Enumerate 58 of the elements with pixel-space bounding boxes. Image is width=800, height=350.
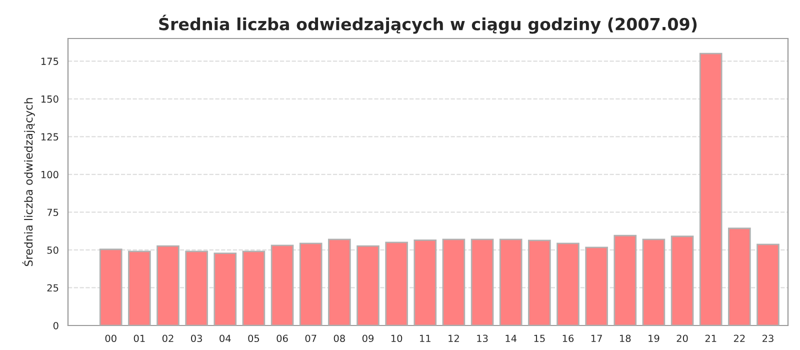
bar — [356, 245, 380, 326]
bar — [385, 242, 408, 326]
x-tick-label: 10 — [391, 334, 402, 342]
bar — [670, 236, 694, 326]
x-tick-label: 16 — [562, 334, 574, 342]
bar — [756, 244, 780, 326]
bar — [614, 234, 637, 326]
x-tick-label: 03 — [191, 334, 202, 342]
bar — [585, 246, 608, 326]
x-tick-label: 21 — [705, 334, 716, 342]
y-tick-label: 50 — [47, 246, 58, 254]
x-tick-label: 05 — [248, 334, 260, 342]
bar — [214, 252, 237, 326]
bar — [156, 245, 180, 326]
x-tick-label: 07 — [305, 334, 316, 342]
x-tick-label: 06 — [276, 334, 288, 342]
x-tick-label: 17 — [591, 334, 602, 342]
x-tick-label: 14 — [506, 334, 516, 342]
x-tick-label: 19 — [648, 334, 660, 342]
x-tick-label: 01 — [134, 334, 145, 342]
bar — [728, 228, 751, 326]
bar — [499, 238, 522, 326]
bar — [642, 238, 666, 326]
bar — [699, 52, 722, 326]
bar — [242, 250, 266, 326]
x-tick-label: 04 — [220, 334, 231, 342]
x-tick-label: 02 — [162, 334, 174, 342]
bar — [414, 239, 437, 326]
x-tick-label: 08 — [334, 334, 345, 342]
x-tick-label: 15 — [534, 334, 545, 342]
x-tick-label: 23 — [762, 334, 774, 342]
bar — [556, 242, 580, 326]
bar — [185, 250, 208, 326]
x-tick-label: 12 — [448, 334, 459, 342]
x-tick-label: 20 — [676, 334, 688, 342]
x-tick-label: 09 — [362, 334, 374, 342]
bar — [328, 238, 351, 326]
y-tick-label: 25 — [47, 284, 58, 292]
x-tick-label: 22 — [734, 334, 745, 342]
y-tick-label: 175 — [41, 58, 58, 65]
bar — [442, 238, 466, 326]
bar — [270, 244, 294, 326]
bar — [470, 238, 494, 326]
y-tick-label: 125 — [41, 133, 58, 141]
y-tick-label: 150 — [41, 95, 58, 103]
x-tick-label: 13 — [477, 334, 488, 342]
bar — [299, 242, 322, 326]
y-axis-title: Średnia liczba odwiedzających — [22, 98, 35, 266]
bar — [128, 250, 151, 326]
y-tick-label: 0 — [53, 322, 58, 330]
bar — [528, 240, 551, 326]
x-tick-label: 11 — [420, 334, 430, 342]
chart-title: Średnia liczba odwiedzających w ciągu godziny (2007.09) — [159, 14, 697, 34]
x-tick-label: 18 — [620, 334, 631, 342]
bar — [99, 248, 122, 326]
x-tick-label: 00 — [105, 334, 116, 342]
y-tick-label: 100 — [41, 170, 58, 178]
y-tick-label: 75 — [47, 208, 58, 216]
